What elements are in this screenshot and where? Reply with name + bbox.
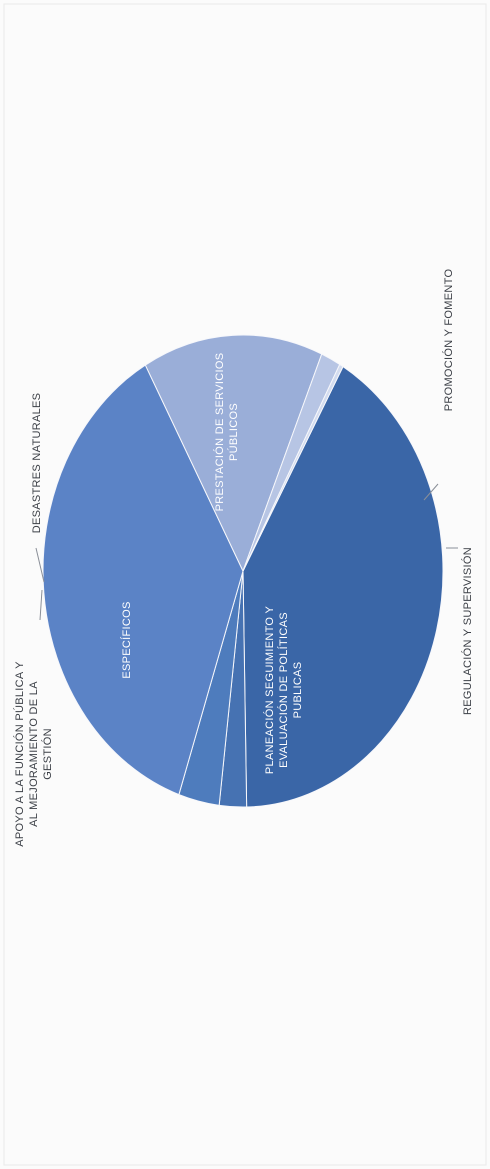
slice-label-line: AL MEJORAMIENTO DE LA xyxy=(28,681,40,827)
slice-labels: PRESTACIÓN DE SERVICIOS PÚBLICOS PLANEACIÓ… xyxy=(13,269,474,847)
slice-label-line: DESASTRES NATURALES xyxy=(31,393,43,534)
pie-slice-6 xyxy=(242,363,344,572)
slice-label-line: APOYO A LA FUNCIÓN PÚBLICA Y xyxy=(13,661,26,847)
slice-label-line: PÚBLICOS xyxy=(227,403,240,461)
pie-slice-4 xyxy=(144,334,323,573)
pie-slice-0 xyxy=(242,365,444,808)
slice-label-especificos: ESPECÍFICOS xyxy=(120,601,133,678)
leader-lines xyxy=(35,483,458,621)
pie-slice-3 xyxy=(42,364,244,796)
slice-label-line: ESPECÍFICOS xyxy=(120,601,133,678)
leader-line-apoyo xyxy=(39,589,43,621)
slice-label-line: PLANEACIÓN SEGUIMIENTO Y xyxy=(263,606,276,775)
slice-label-line: PROMOCIÓN Y FOMENTO xyxy=(442,269,455,412)
slice-label-line: PUBLICAS xyxy=(292,662,304,719)
paper-edge xyxy=(3,3,487,1166)
slice-label-line: EVALUACIÓN DE POLÍTICAS xyxy=(277,612,290,768)
leader-line-desastres xyxy=(35,547,45,583)
slice-label-planeacion: PLANEACIÓN SEGUIMIENTO Y EVALUACIÓN DE PO… xyxy=(263,606,304,775)
slice-label-apoyo: APOYO A LA FUNCIÓN PÚBLICA Y AL MEJORAMIE… xyxy=(13,661,54,847)
slice-label-line: GESTIÓN xyxy=(41,728,54,780)
leader-line-promocion xyxy=(423,483,439,501)
slice-label-line: PRESTACIÓN DE SERVICIOS xyxy=(213,353,226,512)
pie-slices xyxy=(42,334,444,808)
slice-label-prestacion: PRESTACIÓN DE SERVICIOS PÚBLICOS xyxy=(213,353,240,512)
slice-label-line: REGULACIÓN Y SUPERVISIÓN xyxy=(461,547,474,715)
slice-label-regulacion: REGULACIÓN Y SUPERVISIÓN xyxy=(461,547,474,715)
slice-label-promocion: PROMOCIÓN Y FOMENTO xyxy=(442,269,455,412)
slice-label-desastres: DESASTRES NATURALES xyxy=(31,393,43,534)
